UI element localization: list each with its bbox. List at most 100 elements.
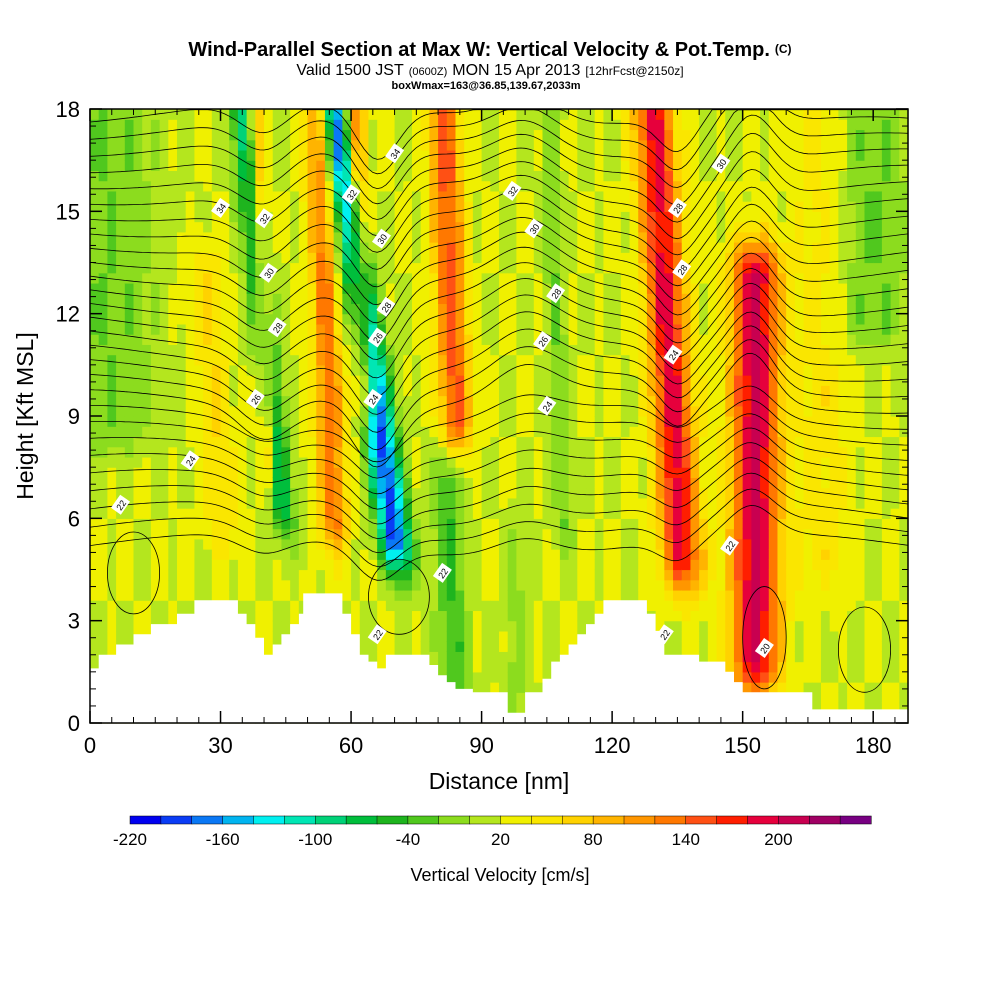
velocity-cell [177, 395, 187, 407]
velocity-cell [211, 364, 222, 376]
velocity-cell [307, 395, 317, 407]
velocity-cell [385, 559, 396, 571]
velocity-cell [142, 456, 152, 468]
velocity-cell [768, 323, 779, 335]
velocity-cell [516, 467, 526, 478]
velocity-cell [733, 620, 744, 632]
velocity-cell [142, 170, 152, 182]
velocity-cell [603, 139, 613, 151]
velocity-cell [290, 303, 300, 315]
velocity-cell [707, 405, 718, 417]
velocity-cell [185, 436, 196, 448]
velocity-cell [603, 272, 613, 284]
velocity-cell [351, 303, 361, 315]
velocity-cell [429, 149, 439, 161]
velocity-cell [760, 323, 770, 335]
velocity-cell [733, 293, 744, 305]
velocity-cell [786, 109, 796, 120]
velocity-cell [794, 170, 805, 182]
velocity-cell [725, 528, 735, 540]
velocity-cell [499, 589, 509, 601]
velocity-cell [203, 569, 213, 581]
velocity-cell [211, 395, 222, 407]
velocity-cell [638, 426, 648, 438]
velocity-cell [255, 497, 265, 509]
velocity-cell [803, 569, 813, 581]
velocity-cell [716, 129, 726, 141]
velocity-cell [342, 354, 352, 366]
velocity-cell [559, 456, 570, 468]
velocity-cell [90, 282, 100, 294]
velocity-cell [455, 323, 465, 335]
velocity-cell [168, 559, 178, 571]
velocity-cell [533, 416, 544, 427]
velocity-cell [298, 282, 309, 294]
velocity-cell [290, 119, 300, 131]
velocity-cell [237, 508, 248, 519]
velocity-cell [777, 242, 787, 253]
velocity-cell [646, 467, 657, 478]
velocity-cell [464, 109, 474, 120]
velocity-cell [342, 282, 352, 294]
velocity-cell [420, 242, 430, 253]
velocity-cell [725, 385, 735, 397]
velocity-cell [290, 528, 300, 540]
velocity-cell [812, 651, 822, 663]
velocity-cell [768, 190, 779, 202]
velocity-cell [420, 282, 430, 294]
velocity-cell [707, 323, 718, 335]
velocity-cell [377, 170, 387, 182]
velocity-cell [229, 354, 239, 366]
velocity-cell [542, 313, 552, 325]
velocity-cell [577, 190, 587, 202]
velocity-cell [394, 610, 404, 622]
velocity-cell [794, 262, 805, 274]
velocity-cell [551, 385, 561, 397]
velocity-cell [542, 385, 552, 397]
velocity-cell [525, 487, 535, 499]
velocity-cell [472, 242, 483, 253]
velocity-cell [464, 364, 474, 376]
velocity-cell [255, 538, 265, 550]
velocity-cell [716, 242, 726, 253]
velocity-cell [725, 405, 735, 417]
velocity-cell [603, 508, 613, 519]
velocity-cell [124, 221, 135, 233]
velocity-cell [464, 323, 474, 335]
velocity-cell [716, 190, 726, 202]
velocity-cell [768, 538, 779, 550]
velocity-cell [342, 334, 352, 345]
velocity-cell [760, 497, 770, 509]
velocity-cell [559, 600, 570, 612]
velocity-cell [264, 395, 274, 407]
velocity-cell [411, 395, 422, 407]
velocity-cell [786, 589, 796, 601]
velocity-cell [507, 252, 517, 264]
velocity-cell [107, 641, 117, 652]
velocity-cell [203, 262, 213, 274]
velocity-cell [603, 538, 613, 550]
velocity-cell [429, 641, 439, 652]
velocity-cell [394, 160, 404, 171]
velocity-cell [142, 303, 152, 315]
velocity-cell [90, 262, 100, 274]
velocity-cell [620, 569, 631, 581]
velocity-cell [464, 395, 474, 407]
velocity-cell [768, 405, 779, 417]
velocity-cell [751, 651, 761, 663]
velocity-cell [246, 119, 256, 131]
velocity-cell [638, 170, 648, 182]
velocity-cell [655, 293, 665, 305]
velocity-cell [290, 518, 300, 530]
velocity-cell [542, 231, 552, 243]
velocity-cell [612, 252, 622, 264]
velocity-cell [220, 579, 230, 591]
velocity-cell [490, 354, 500, 366]
velocity-cell [411, 354, 422, 366]
velocity-cell [272, 201, 283, 212]
velocity-cell [551, 426, 561, 438]
velocity-cell [307, 436, 317, 448]
velocity-cell [290, 497, 300, 509]
velocity-cell [516, 119, 526, 131]
velocity-cell [446, 508, 457, 519]
